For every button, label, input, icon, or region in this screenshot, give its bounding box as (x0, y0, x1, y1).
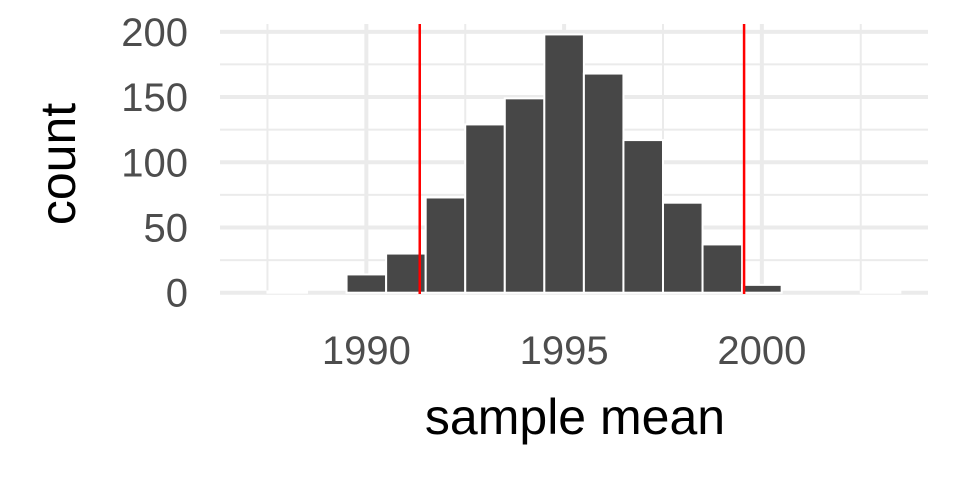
histogram-bar (661, 201, 704, 294)
y-tick-label: 100 (121, 141, 188, 185)
y-tick-label: 0 (166, 272, 188, 316)
y-tick-label: 150 (121, 76, 188, 120)
histogram-bar (741, 283, 783, 294)
x-tick-label: 1995 (520, 329, 609, 373)
x-axis-title: sample mean (425, 389, 725, 445)
histogram-bar (543, 33, 585, 294)
histogram-bar (464, 123, 506, 294)
histogram-bar (701, 243, 744, 294)
reference-lines (418, 24, 746, 294)
y-tick-label: 50 (144, 206, 189, 250)
histogram-bar (582, 72, 625, 294)
histogram-bar (622, 139, 664, 294)
x-tick-label: 2000 (717, 329, 806, 373)
y-tick-labels: 0 50 100 150 200 (121, 11, 188, 316)
histogram-bar (503, 97, 546, 294)
y-tick-label: 200 (121, 11, 188, 55)
x-tick-labels: 1990 1995 2000 (322, 329, 807, 373)
x-tick-label: 1990 (322, 329, 411, 373)
histogram-bar (345, 273, 388, 294)
y-axis-title: count (30, 103, 86, 225)
histogram-bar (859, 290, 902, 294)
histogram-bar (266, 290, 309, 294)
histogram-bar (424, 196, 467, 294)
